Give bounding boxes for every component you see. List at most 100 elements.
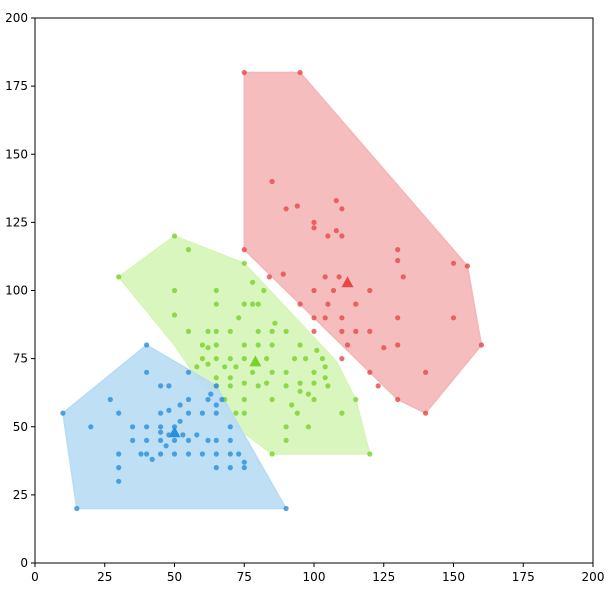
data-point bbox=[303, 356, 309, 362]
data-point bbox=[314, 347, 320, 353]
data-point bbox=[353, 396, 359, 403]
data-point bbox=[241, 380, 247, 386]
data-point bbox=[213, 356, 219, 362]
data-point bbox=[116, 465, 122, 471]
data-point bbox=[199, 356, 205, 362]
data-point bbox=[423, 369, 429, 375]
data-point bbox=[297, 69, 303, 76]
data-point bbox=[311, 287, 317, 294]
data-point bbox=[283, 328, 289, 334]
data-point bbox=[261, 287, 267, 294]
data-point bbox=[241, 260, 247, 266]
data-point bbox=[322, 364, 328, 370]
data-point bbox=[163, 443, 169, 449]
data-point bbox=[241, 247, 247, 253]
data-point bbox=[194, 432, 200, 438]
data-point bbox=[400, 274, 406, 280]
data-point bbox=[199, 342, 205, 348]
data-point bbox=[241, 342, 247, 348]
data-point bbox=[381, 345, 387, 351]
x-tick-label: 175 bbox=[512, 570, 535, 584]
y-tick-label: 175 bbox=[5, 79, 28, 93]
data-point bbox=[297, 380, 303, 386]
data-point bbox=[367, 451, 373, 457]
data-point bbox=[213, 375, 219, 381]
data-point bbox=[233, 364, 239, 370]
data-point bbox=[291, 356, 298, 362]
data-point bbox=[367, 287, 373, 294]
data-point bbox=[213, 328, 219, 334]
data-point bbox=[144, 369, 150, 375]
data-point bbox=[213, 451, 219, 457]
data-point bbox=[339, 233, 345, 239]
data-point bbox=[233, 410, 239, 416]
y-tick-label: 25 bbox=[13, 488, 28, 502]
data-point bbox=[297, 388, 303, 394]
y-tick-label: 75 bbox=[13, 352, 28, 366]
y-tick-label: 150 bbox=[5, 147, 28, 161]
data-point bbox=[311, 328, 317, 334]
data-point bbox=[205, 361, 211, 367]
data-point bbox=[194, 364, 200, 370]
data-point bbox=[158, 410, 164, 416]
centroid-marker-0 bbox=[341, 276, 354, 288]
centroid-marker-2 bbox=[168, 426, 181, 438]
data-point bbox=[205, 345, 211, 351]
data-point bbox=[322, 274, 328, 280]
data-point bbox=[367, 369, 373, 375]
data-point bbox=[236, 451, 242, 457]
data-point bbox=[199, 451, 205, 457]
y-tick-label: 50 bbox=[13, 420, 28, 434]
data-point bbox=[269, 342, 275, 348]
data-point bbox=[353, 328, 359, 334]
data-point bbox=[305, 424, 311, 430]
data-point bbox=[280, 271, 286, 277]
data-point bbox=[319, 356, 325, 362]
data-point bbox=[213, 287, 219, 294]
data-point bbox=[241, 396, 247, 403]
data-point bbox=[297, 301, 303, 307]
data-point bbox=[149, 456, 155, 462]
data-point bbox=[241, 465, 247, 471]
data-point bbox=[171, 312, 178, 318]
data-point bbox=[311, 315, 317, 321]
data-point bbox=[227, 356, 233, 362]
data-point bbox=[166, 407, 172, 413]
data-point bbox=[130, 437, 136, 443]
data-point bbox=[395, 315, 401, 321]
data-point bbox=[264, 380, 270, 386]
data-point bbox=[294, 203, 300, 209]
data-point bbox=[219, 396, 225, 403]
data-point bbox=[144, 437, 150, 443]
data-point bbox=[177, 402, 183, 408]
data-point bbox=[395, 396, 401, 403]
data-point bbox=[325, 233, 331, 239]
data-point bbox=[333, 198, 339, 204]
data-point bbox=[177, 418, 183, 424]
data-point bbox=[325, 383, 331, 389]
data-point bbox=[336, 274, 342, 280]
data-point bbox=[344, 342, 351, 348]
data-point bbox=[333, 228, 339, 234]
data-point bbox=[311, 380, 317, 386]
data-point bbox=[171, 437, 178, 443]
data-point bbox=[213, 402, 219, 408]
data-point bbox=[205, 437, 211, 443]
data-point bbox=[283, 383, 289, 389]
data-point bbox=[269, 328, 275, 334]
data-point bbox=[227, 375, 233, 381]
x-tick-label: 75 bbox=[237, 570, 252, 584]
data-point bbox=[255, 383, 261, 389]
data-point bbox=[283, 437, 289, 443]
data-point bbox=[180, 432, 186, 438]
data-point bbox=[353, 301, 359, 307]
data-point bbox=[255, 328, 261, 334]
data-point bbox=[250, 279, 256, 285]
data-point bbox=[185, 369, 192, 375]
y-tick-label: 0 bbox=[20, 556, 28, 570]
points-layer bbox=[60, 69, 484, 512]
x-tick-label: 25 bbox=[97, 570, 112, 584]
data-point bbox=[138, 451, 144, 457]
data-point bbox=[269, 178, 275, 185]
